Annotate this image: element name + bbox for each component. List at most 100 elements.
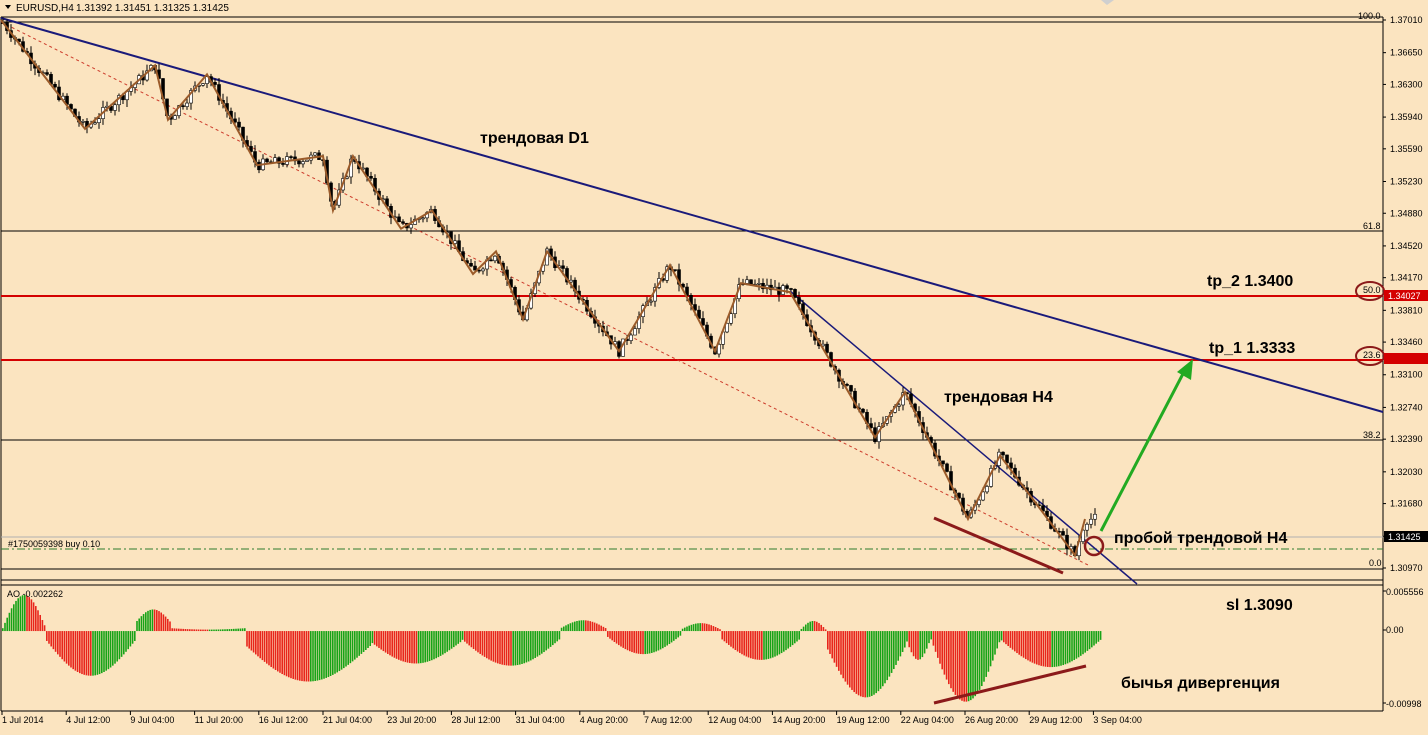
price-tick-label: 1.33810 xyxy=(1390,305,1423,315)
ao-bar xyxy=(598,624,600,632)
ao-bar xyxy=(422,631,424,663)
ao-bar xyxy=(695,623,697,632)
chevron-down-icon[interactable] xyxy=(5,5,11,9)
ao-bar xyxy=(79,631,81,674)
ao-bar xyxy=(831,631,833,659)
ao-bar xyxy=(508,631,510,666)
ao-bar xyxy=(450,631,453,649)
ao-bar xyxy=(677,631,679,638)
price-tick-label: 1.34880 xyxy=(1390,208,1423,218)
ao-bar xyxy=(917,631,919,660)
ao-bar xyxy=(615,631,618,644)
ao-bar xyxy=(864,631,866,698)
ao-bar xyxy=(327,631,330,678)
ao-bar xyxy=(103,631,105,672)
ao-bar xyxy=(325,631,327,678)
ao-bar xyxy=(923,631,926,654)
ao-bar xyxy=(1084,631,1086,653)
target-arrow[interactable] xyxy=(1099,367,1188,532)
price-divergence-line[interactable] xyxy=(933,516,1064,575)
zigzag-indicator[interactable] xyxy=(0,19,1086,558)
candle-body xyxy=(945,463,949,472)
ao-bar xyxy=(890,631,893,673)
ao-bar xyxy=(479,631,481,654)
ao-bar xyxy=(147,610,149,632)
ao-bar xyxy=(145,612,147,632)
ao-bar xyxy=(466,631,468,644)
ao-bar xyxy=(547,631,550,649)
ao-bar xyxy=(343,631,345,669)
candle-body xyxy=(493,255,497,262)
ao-bar xyxy=(384,631,387,653)
ao-bar xyxy=(822,627,825,632)
ao-bar xyxy=(904,631,906,648)
ao-bar xyxy=(21,595,24,632)
ao-bar xyxy=(560,627,563,632)
ao-bar xyxy=(90,631,92,676)
ao-bar xyxy=(349,631,352,664)
candle-body xyxy=(1093,513,1097,520)
ao-bar xyxy=(134,631,136,641)
candle-body xyxy=(1001,451,1005,456)
time-tick-label: 3 Sep 04:00 xyxy=(1093,715,1142,725)
ao-bar xyxy=(897,631,899,661)
price-tick-label: 1.31680 xyxy=(1390,499,1423,509)
ao-bar xyxy=(587,620,589,632)
candle-body xyxy=(205,76,209,84)
ao-bar xyxy=(6,617,8,632)
ao-bar xyxy=(765,631,767,660)
ao-bar xyxy=(164,616,167,632)
price-tick-label: 1.35940 xyxy=(1390,112,1423,122)
ao-bar xyxy=(618,631,620,646)
symbol-timeframe: EURUSD,H4 xyxy=(16,3,74,14)
ao-bar xyxy=(87,631,90,676)
ao-bar xyxy=(514,631,517,666)
fib-tag-0: 0.0 xyxy=(1369,558,1382,568)
ao-divergence-line[interactable] xyxy=(933,664,1087,705)
ao-bar xyxy=(732,631,734,649)
breakout-circle[interactable] xyxy=(1083,535,1105,557)
trendline-h4[interactable] xyxy=(789,290,1138,585)
ao-bar xyxy=(424,631,426,663)
ao-bar xyxy=(369,631,371,647)
ao-bar xyxy=(169,621,171,632)
ao-bar xyxy=(367,631,369,649)
ao-bar xyxy=(426,631,429,662)
ao-bar xyxy=(943,631,946,675)
candle-body xyxy=(421,217,425,220)
candle-body xyxy=(213,82,217,85)
ao-bar xyxy=(866,631,869,698)
ao-bar xyxy=(873,631,875,695)
ao-bar xyxy=(420,631,422,664)
candle-body xyxy=(1081,529,1085,542)
ao-bar xyxy=(503,631,506,666)
time-axis[interactable]: 1 Jul 2014 4 Jul 12:00 9 Jul 04:00 11 Jul 2… xyxy=(1,711,1142,725)
ao-bar xyxy=(824,629,827,632)
ao-bar xyxy=(10,608,13,632)
candle-body xyxy=(729,313,733,324)
ao-bar xyxy=(774,631,776,657)
ao-bar xyxy=(334,631,336,674)
ao-bar xyxy=(442,631,444,655)
ao-bar xyxy=(884,631,886,684)
ao-bar xyxy=(233,628,235,632)
ao-bar xyxy=(15,600,17,632)
ao-bar xyxy=(1088,631,1091,650)
ao-bar xyxy=(1073,631,1075,661)
ao-bar xyxy=(516,631,519,666)
ao-bar xyxy=(129,631,132,647)
channel-line-dotted[interactable] xyxy=(0,21,1091,567)
ao-bar xyxy=(1058,631,1060,667)
ao-bar xyxy=(692,624,695,632)
ao-bar xyxy=(813,621,816,632)
trendline-d1[interactable] xyxy=(0,17,1384,413)
ao-bar xyxy=(481,631,484,656)
ao-bar xyxy=(464,631,466,642)
candle-body xyxy=(685,286,689,296)
ao-bar xyxy=(992,631,994,661)
label-breakout: пробой трендовой H4 xyxy=(1114,530,1287,547)
candle-body xyxy=(93,122,97,125)
